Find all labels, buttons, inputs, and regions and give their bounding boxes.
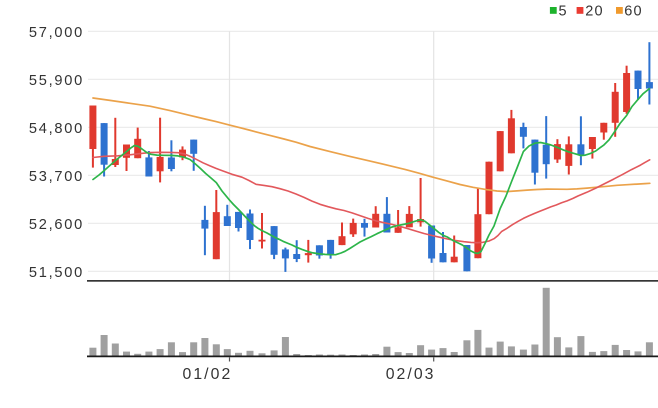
svg-text:57,000: 57,000: [29, 25, 84, 41]
svg-text:53,700: 53,700: [29, 169, 84, 185]
svg-text:02/03: 02/03: [386, 366, 436, 383]
svg-text:54,800: 54,800: [29, 121, 84, 137]
svg-text:01/02: 01/02: [183, 366, 233, 383]
svg-text:5: 5: [559, 4, 567, 20]
svg-text:51,500: 51,500: [29, 265, 84, 281]
svg-text:60: 60: [624, 4, 643, 20]
svg-text:20: 20: [585, 4, 604, 20]
svg-text:52,600: 52,600: [29, 217, 84, 233]
svg-text:55,900: 55,900: [29, 73, 84, 89]
